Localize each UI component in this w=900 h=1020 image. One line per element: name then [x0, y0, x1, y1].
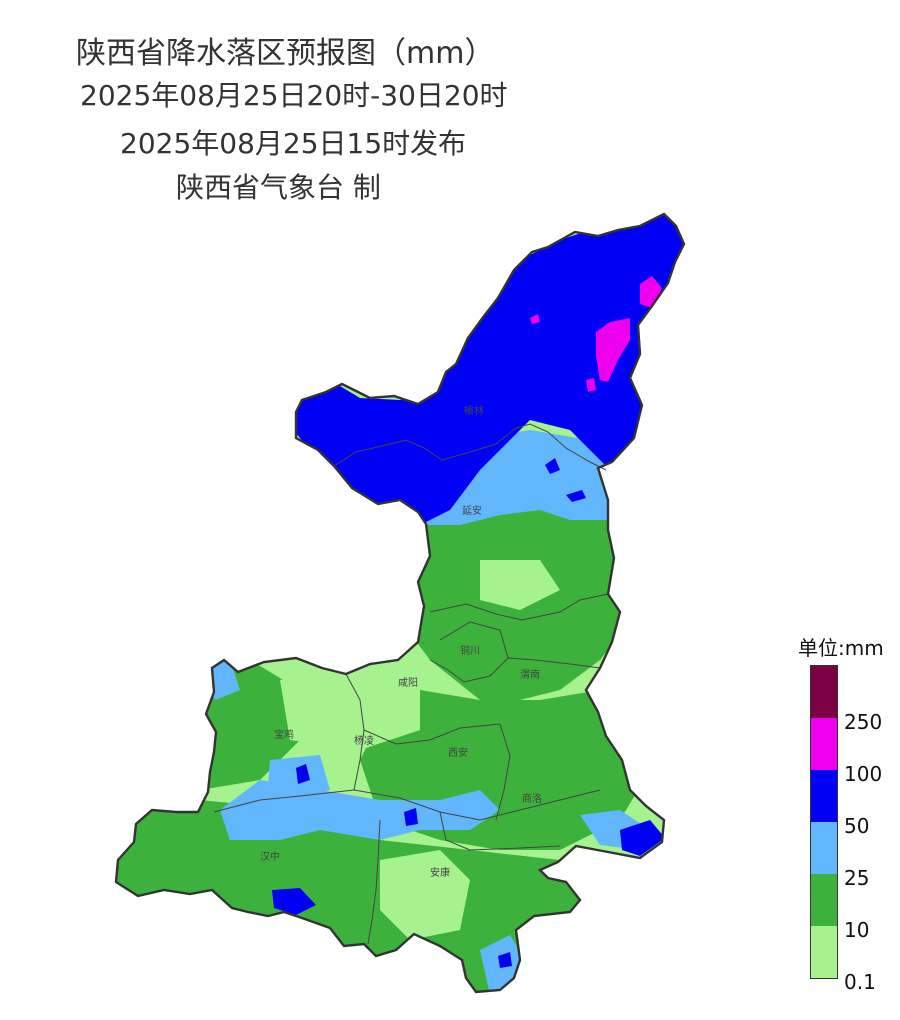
rain-zone-blue-spot-7: [498, 952, 512, 968]
rain-zone-blue-spot-2: [566, 490, 586, 502]
city-label-baoji: 宝鸡: [274, 728, 294, 741]
legend-swatch-light-blue: [811, 822, 837, 874]
boundary-weinan: [507, 657, 601, 669]
boundary-yulin-yanan: [333, 423, 607, 471]
legend-colorbar: [810, 665, 838, 979]
issuer: 陕西省气象台 制: [176, 171, 381, 204]
rain-zone-light-green-xianyang: [280, 670, 420, 750]
boundary-xian-weinan: [495, 723, 511, 821]
city-label-shangluo: 商洛: [522, 792, 542, 805]
city-label-weinan: 渭南: [520, 668, 540, 681]
legend-swatch-light-green: [811, 926, 837, 978]
rain-zone-magenta-2: [596, 318, 630, 382]
city-labels: 榆林 延安 铜川 咸阳 渭南 宝鸡 杨凌 西安 商洛 汉中 安康: [260, 404, 542, 879]
city-label-yulin: 榆林: [464, 404, 484, 417]
boundary-shaannan: [213, 789, 601, 821]
issue-time: 2025年08月25日15时发布: [120, 127, 467, 160]
rain-zone-blue-spot-5: [404, 808, 418, 826]
rain-zone-light-green-ankang: [380, 850, 470, 940]
legend-label-100: 100: [844, 762, 883, 786]
boundary-xianyang-xian: [363, 723, 501, 745]
city-label-yanan: 延安: [462, 504, 482, 517]
legend-swatch-magenta: [811, 718, 837, 770]
rain-zone-blue-spot-1: [545, 458, 560, 474]
rain-zone-blue-spot-3: [296, 764, 310, 784]
city-label-ankang: 安康: [430, 866, 450, 879]
legend-label-0-1: 0.1: [844, 970, 876, 994]
boundary-hanzhong-ankang: [367, 819, 381, 945]
legend-label-250: 250: [844, 710, 883, 734]
map-title: 陕西省降水落区预报图（mm）: [76, 36, 495, 71]
forecast-period: 2025年08月25日20时-30日20时: [80, 79, 508, 112]
rain-zone-light-green-anomaly: [480, 560, 560, 610]
rain-zone-magenta-1: [640, 276, 662, 308]
city-label-hanzhong: 汉中: [260, 850, 280, 863]
city-label-yangling: 杨凌: [354, 734, 374, 747]
rain-zone-blue-spot-6: [620, 820, 665, 856]
boundary-ankang-shangluo: [439, 811, 561, 851]
legend-label-10: 10: [844, 918, 870, 942]
rain-zone-magenta-4: [530, 314, 540, 324]
city-boundaries: [213, 423, 609, 945]
legend-label-25: 25: [844, 866, 870, 890]
boundary-tongchuan: [429, 621, 509, 683]
rain-zone-blue-spot-4: [272, 888, 316, 915]
legend-swatch-green: [811, 874, 837, 926]
legend-swatch-blue: [811, 770, 837, 822]
legend-title: 单位:mm: [798, 636, 884, 660]
legend-swatch-purple: [811, 666, 837, 718]
city-label-xian: 西安: [448, 746, 468, 759]
city-label-xianyang: 咸阳: [398, 677, 418, 689]
legend-label-50: 50: [844, 814, 870, 838]
city-label-tongchuan: 铜川: [460, 645, 480, 657]
boundary-yanan-south: [429, 593, 609, 621]
rain-zone-magenta-3: [586, 378, 596, 392]
